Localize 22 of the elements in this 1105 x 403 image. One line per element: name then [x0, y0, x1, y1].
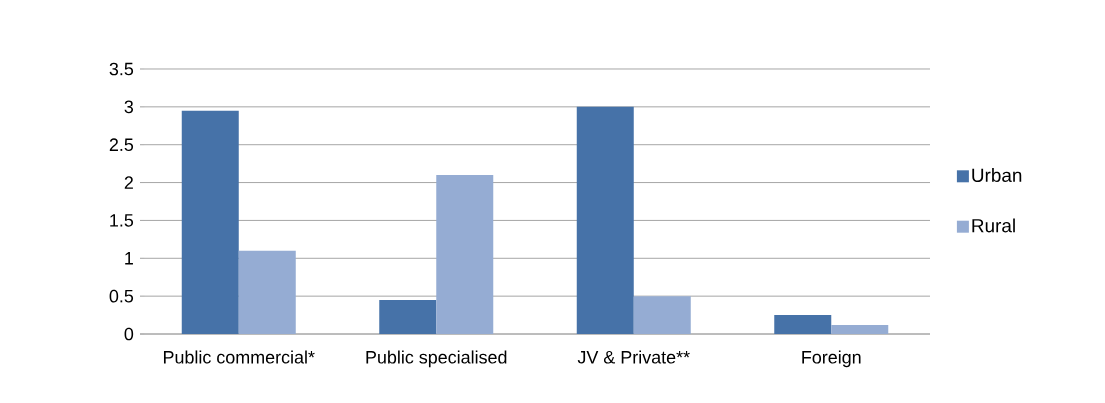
x-tick-label: Public commercial* [163, 350, 315, 364]
y-tick-label: 2 [124, 176, 133, 189]
legend-label: Urban [972, 168, 1022, 182]
bar [436, 175, 494, 334]
legend-label: Rural [972, 218, 1015, 233]
x-tick-label: Foreign [802, 350, 861, 368]
bar [379, 299, 437, 334]
y-tick-label: 2.5 [109, 138, 134, 152]
y-tick-label: 0.5 [109, 289, 134, 303]
bar [238, 250, 296, 334]
y-tick-label: 0 [124, 327, 134, 341]
x-tick-label: Public specialised [366, 350, 507, 368]
y-tick-label: 3.5 [109, 62, 134, 76]
bar [831, 324, 889, 334]
bar [633, 296, 691, 334]
y-tick-label: 3 [124, 100, 134, 114]
bar [576, 106, 634, 334]
bar [774, 315, 832, 334]
y-tick-label: 1 [125, 252, 133, 265]
y-tick-label: 1.5 [110, 214, 134, 227]
x-tick-label: JV & Private** [577, 350, 690, 364]
bar [181, 110, 239, 334]
